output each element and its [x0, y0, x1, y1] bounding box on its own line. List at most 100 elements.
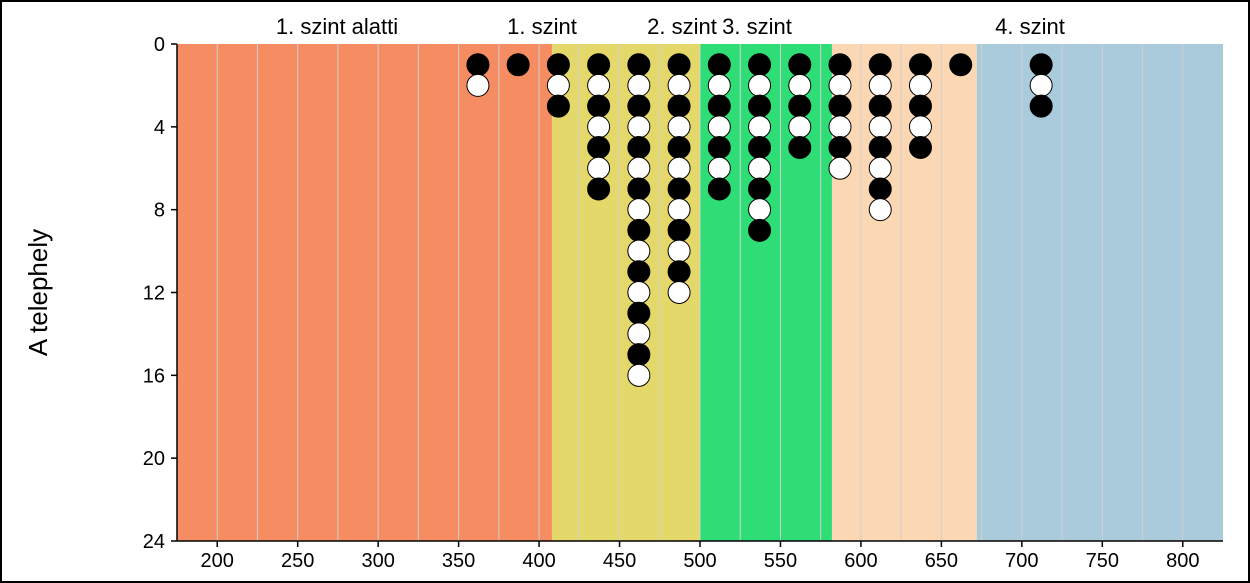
data-dot	[869, 137, 891, 159]
data-dot	[869, 74, 891, 96]
data-dot	[829, 137, 851, 159]
data-dot	[829, 95, 851, 117]
data-dot	[588, 137, 610, 159]
y-tick-label: 12	[143, 283, 165, 305]
data-dot	[668, 74, 690, 96]
data-dot	[628, 137, 650, 159]
data-dot	[708, 157, 730, 179]
data-dot	[628, 261, 650, 283]
x-tick-label: 450	[603, 550, 636, 572]
zone-label: 2. szint	[647, 14, 717, 39]
data-dot	[588, 157, 610, 179]
data-dot	[708, 116, 730, 138]
zone-label: 1. szint	[507, 14, 577, 39]
x-tick-label: 400	[522, 550, 555, 572]
data-dot	[909, 137, 931, 159]
x-tick-label: 750	[1086, 550, 1119, 572]
y-tick-label: 8	[154, 200, 165, 222]
data-dot	[668, 282, 690, 304]
zone-label: 1. szint alatti	[276, 14, 398, 39]
data-dot	[749, 74, 771, 96]
data-dot	[588, 178, 610, 200]
y-tick-label: 16	[143, 365, 165, 387]
data-dot	[749, 95, 771, 117]
histogram-chart: 0481216202420025030035040045050055060065…	[2, 2, 1248, 581]
data-dot	[628, 219, 650, 241]
data-dot	[628, 282, 650, 304]
data-dot	[789, 54, 811, 76]
data-dot	[909, 95, 931, 117]
data-dot	[708, 95, 730, 117]
data-dot	[668, 95, 690, 117]
data-dot	[547, 74, 569, 96]
x-tick-label: 600	[844, 550, 877, 572]
data-dot	[829, 116, 851, 138]
data-dot	[628, 178, 650, 200]
data-dot	[628, 240, 650, 262]
data-dot	[1030, 74, 1052, 96]
data-dot	[708, 178, 730, 200]
data-dot	[789, 116, 811, 138]
data-dot	[588, 74, 610, 96]
data-dot	[588, 54, 610, 76]
data-dot	[628, 302, 650, 324]
data-dot	[749, 116, 771, 138]
x-tick-label: 500	[683, 550, 716, 572]
data-dot	[789, 74, 811, 96]
x-tick-label: 200	[201, 550, 234, 572]
zone-band	[177, 44, 552, 541]
data-dot	[869, 54, 891, 76]
data-dot	[749, 199, 771, 221]
data-dot	[668, 178, 690, 200]
data-dot	[628, 116, 650, 138]
x-tick-label: 350	[442, 550, 475, 572]
data-dot	[628, 95, 650, 117]
data-dot	[829, 74, 851, 96]
data-dot	[628, 344, 650, 366]
data-dot	[789, 137, 811, 159]
data-dot	[749, 54, 771, 76]
data-dot	[829, 157, 851, 179]
data-dot	[628, 74, 650, 96]
data-dot	[749, 137, 771, 159]
y-tick-label: 0	[154, 34, 165, 56]
data-dot	[628, 199, 650, 221]
data-dot	[668, 137, 690, 159]
data-dot	[668, 116, 690, 138]
data-dot	[668, 54, 690, 76]
data-dot	[829, 54, 851, 76]
data-dot	[668, 219, 690, 241]
x-tick-label: 800	[1166, 550, 1199, 572]
data-dot	[668, 157, 690, 179]
y-tick-label: 24	[143, 531, 165, 553]
data-dot	[708, 137, 730, 159]
data-dot	[869, 199, 891, 221]
x-tick-label: 250	[281, 550, 314, 572]
data-dot	[507, 54, 529, 76]
y-tick-label: 20	[143, 448, 165, 470]
data-dot	[547, 95, 569, 117]
x-tick-label: 700	[1005, 550, 1038, 572]
y-axis-title: A telephely	[23, 229, 53, 356]
data-dot	[668, 261, 690, 283]
data-dot	[628, 364, 650, 386]
data-dot	[749, 157, 771, 179]
data-dot	[909, 54, 931, 76]
data-dot	[909, 116, 931, 138]
data-dot	[789, 95, 811, 117]
zone-band	[977, 44, 1223, 541]
data-dot	[708, 74, 730, 96]
y-tick-label: 4	[154, 117, 165, 139]
data-dot	[909, 74, 931, 96]
data-dot	[588, 95, 610, 117]
zone-label: 4. szint	[995, 14, 1065, 39]
data-dot	[668, 199, 690, 221]
data-dot	[628, 323, 650, 345]
x-tick-label: 550	[764, 550, 797, 572]
data-dot	[668, 240, 690, 262]
data-dot	[547, 54, 569, 76]
chart-frame: 0481216202420025030035040045050055060065…	[0, 0, 1250, 583]
data-dot	[588, 116, 610, 138]
data-dot	[869, 157, 891, 179]
x-tick-label: 650	[925, 550, 958, 572]
